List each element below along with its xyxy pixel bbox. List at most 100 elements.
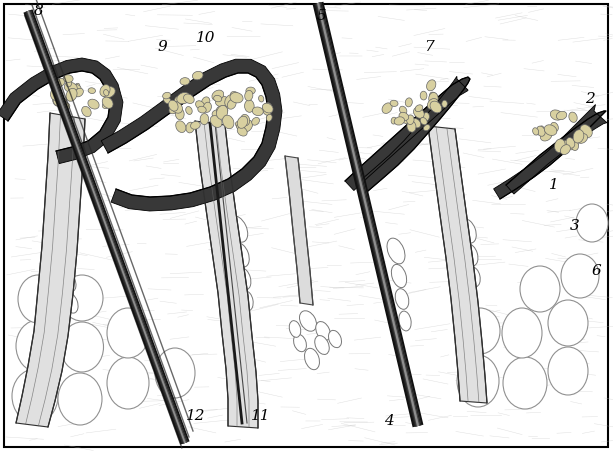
Ellipse shape [457, 355, 499, 407]
Ellipse shape [59, 99, 67, 108]
Ellipse shape [237, 128, 247, 137]
Ellipse shape [223, 116, 234, 129]
Ellipse shape [53, 95, 63, 106]
Ellipse shape [245, 101, 254, 113]
Ellipse shape [200, 114, 208, 125]
Ellipse shape [245, 91, 253, 101]
Ellipse shape [107, 357, 149, 409]
Ellipse shape [176, 122, 186, 133]
Ellipse shape [246, 88, 255, 95]
Ellipse shape [560, 145, 570, 155]
Ellipse shape [428, 93, 438, 105]
Ellipse shape [196, 101, 205, 110]
Ellipse shape [424, 125, 430, 131]
Ellipse shape [548, 300, 588, 346]
Ellipse shape [164, 97, 171, 105]
Ellipse shape [406, 115, 414, 125]
Ellipse shape [294, 335, 306, 352]
Ellipse shape [74, 84, 80, 90]
Ellipse shape [215, 97, 229, 107]
Text: 3: 3 [570, 219, 580, 232]
Ellipse shape [63, 76, 73, 83]
Ellipse shape [191, 122, 200, 130]
Ellipse shape [212, 91, 224, 101]
Ellipse shape [216, 106, 228, 120]
Ellipse shape [88, 100, 99, 110]
Ellipse shape [177, 93, 191, 105]
Ellipse shape [460, 220, 476, 244]
Ellipse shape [169, 101, 178, 112]
Ellipse shape [550, 123, 558, 133]
Ellipse shape [544, 125, 557, 136]
Ellipse shape [427, 81, 436, 92]
Ellipse shape [74, 91, 80, 97]
Ellipse shape [550, 110, 563, 121]
Ellipse shape [175, 97, 184, 104]
Ellipse shape [382, 104, 392, 114]
Ellipse shape [430, 93, 437, 102]
Ellipse shape [64, 293, 78, 313]
Ellipse shape [61, 276, 103, 321]
Ellipse shape [212, 110, 223, 119]
Ellipse shape [442, 101, 447, 108]
Ellipse shape [60, 271, 76, 292]
Ellipse shape [395, 289, 409, 310]
Ellipse shape [253, 108, 263, 116]
Ellipse shape [420, 92, 427, 101]
Ellipse shape [204, 103, 211, 113]
Ellipse shape [107, 308, 149, 358]
Ellipse shape [235, 122, 242, 129]
Ellipse shape [12, 369, 58, 423]
Ellipse shape [548, 347, 588, 395]
Text: 2: 2 [585, 92, 595, 106]
Ellipse shape [405, 99, 413, 108]
Ellipse shape [252, 118, 259, 126]
Ellipse shape [399, 113, 409, 121]
Ellipse shape [16, 320, 60, 372]
Ellipse shape [411, 119, 421, 129]
Ellipse shape [536, 127, 545, 137]
Text: 5: 5 [317, 9, 327, 23]
Ellipse shape [539, 127, 544, 133]
Ellipse shape [263, 103, 272, 116]
Ellipse shape [171, 102, 183, 114]
Ellipse shape [402, 117, 411, 124]
Polygon shape [493, 105, 607, 199]
Ellipse shape [430, 102, 441, 114]
Ellipse shape [266, 115, 272, 122]
Ellipse shape [399, 311, 411, 331]
Text: 9: 9 [158, 40, 167, 54]
Text: 10: 10 [196, 31, 215, 45]
Ellipse shape [555, 140, 565, 153]
Ellipse shape [75, 89, 83, 97]
Ellipse shape [230, 93, 243, 104]
Ellipse shape [175, 109, 184, 120]
Polygon shape [16, 114, 85, 427]
Ellipse shape [329, 331, 341, 348]
Ellipse shape [155, 348, 195, 398]
Ellipse shape [566, 138, 575, 149]
Ellipse shape [391, 118, 397, 125]
Ellipse shape [533, 129, 539, 136]
Ellipse shape [569, 113, 577, 123]
Ellipse shape [58, 373, 102, 425]
Ellipse shape [104, 90, 109, 97]
Ellipse shape [415, 106, 423, 112]
Ellipse shape [66, 80, 72, 87]
Ellipse shape [305, 349, 319, 370]
Ellipse shape [88, 88, 96, 94]
Ellipse shape [214, 94, 221, 101]
Ellipse shape [460, 308, 500, 354]
Ellipse shape [228, 216, 248, 243]
Ellipse shape [289, 321, 301, 338]
Ellipse shape [59, 103, 70, 111]
Polygon shape [345, 77, 470, 192]
Ellipse shape [420, 118, 427, 125]
Ellipse shape [576, 205, 608, 243]
Ellipse shape [407, 121, 416, 133]
Ellipse shape [400, 107, 407, 115]
Ellipse shape [573, 130, 584, 144]
Ellipse shape [50, 89, 59, 101]
Text: 8: 8 [34, 4, 44, 18]
Ellipse shape [180, 78, 189, 86]
